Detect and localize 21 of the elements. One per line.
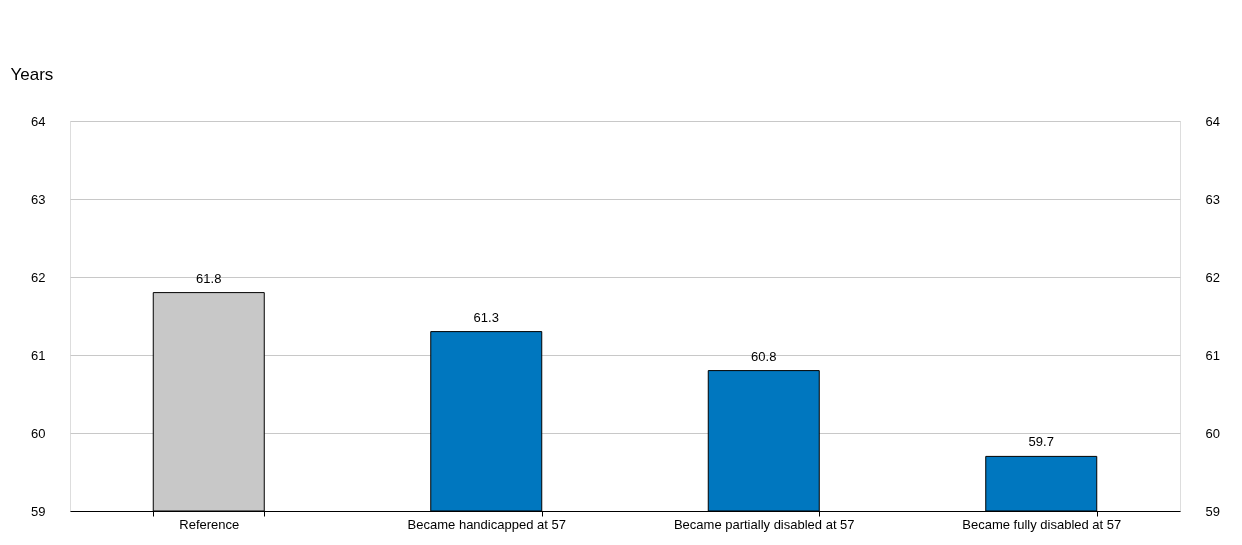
x-tick-label: Reference xyxy=(179,516,240,532)
data-label: 59.7 xyxy=(1028,434,1054,450)
y2-tick-label: 64 xyxy=(1205,113,1220,129)
y-tick-label: 62 xyxy=(31,269,46,285)
y2-tick-label: 60 xyxy=(1205,425,1220,441)
y-tick-label: 63 xyxy=(31,191,46,207)
y-tick-label: 61 xyxy=(31,347,46,363)
y-tick-label: 59 xyxy=(31,503,46,519)
x-tick-label: Became fully disabled at 57 xyxy=(962,516,1122,532)
y2-tick-label: 63 xyxy=(1205,191,1220,207)
y-axis-title: Years xyxy=(10,64,54,84)
data-label: 61.3 xyxy=(473,309,499,325)
x-tick-label: Became partially disabled at 57 xyxy=(673,516,855,532)
y-tick-label: 60 xyxy=(31,425,46,441)
y-tick-label: 64 xyxy=(31,113,46,129)
y2-tick-label: 61 xyxy=(1205,347,1220,363)
y2-tick-label: 62 xyxy=(1205,269,1220,285)
data-label: 60.8 xyxy=(751,348,777,364)
data-label: 61.8 xyxy=(196,270,222,286)
x-tick-label: Became handicapped at 57 xyxy=(407,516,566,532)
y2-tick-label: 59 xyxy=(1205,503,1220,519)
